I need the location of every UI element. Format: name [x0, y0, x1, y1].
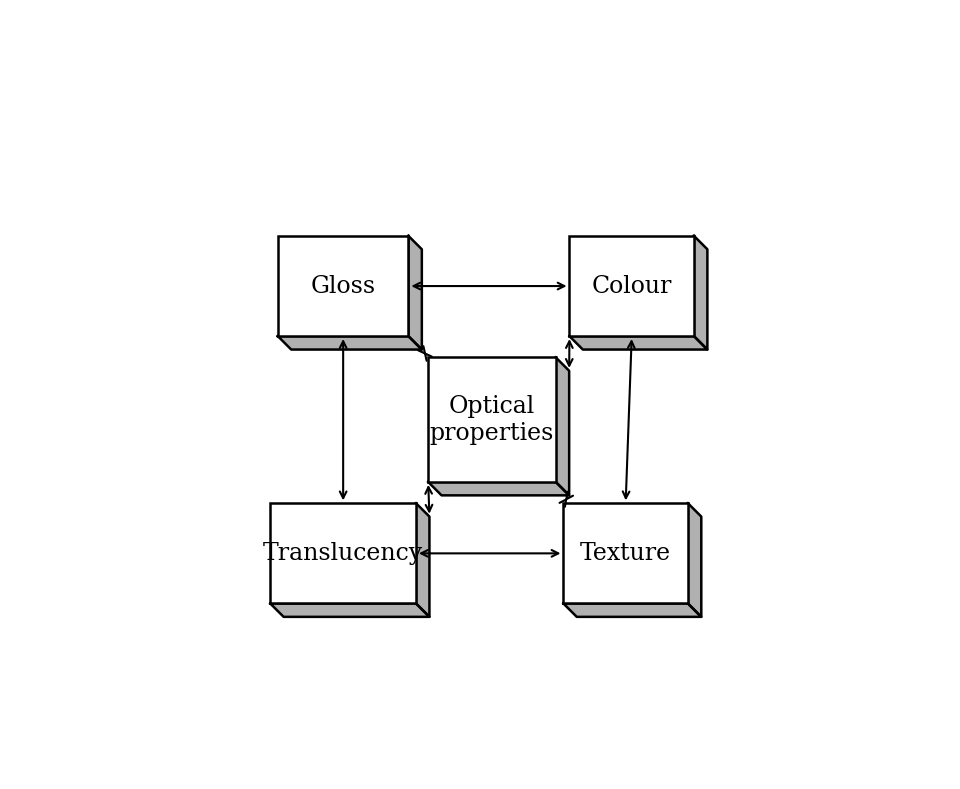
Polygon shape [569, 336, 708, 350]
Text: Gloss: Gloss [311, 275, 375, 297]
Polygon shape [564, 604, 702, 617]
Polygon shape [688, 503, 702, 617]
Polygon shape [408, 236, 421, 350]
Polygon shape [271, 503, 416, 604]
Polygon shape [277, 336, 421, 350]
Polygon shape [564, 503, 688, 604]
Polygon shape [428, 357, 556, 482]
Polygon shape [569, 236, 694, 336]
Polygon shape [694, 236, 708, 350]
Polygon shape [277, 236, 408, 336]
Polygon shape [416, 503, 429, 617]
Polygon shape [428, 482, 569, 495]
Text: Texture: Texture [580, 542, 671, 565]
Polygon shape [271, 604, 429, 617]
Text: Optical
properties: Optical properties [430, 395, 554, 444]
Text: Colour: Colour [591, 275, 672, 297]
Polygon shape [556, 357, 569, 495]
Text: Translucency: Translucency [263, 542, 423, 565]
